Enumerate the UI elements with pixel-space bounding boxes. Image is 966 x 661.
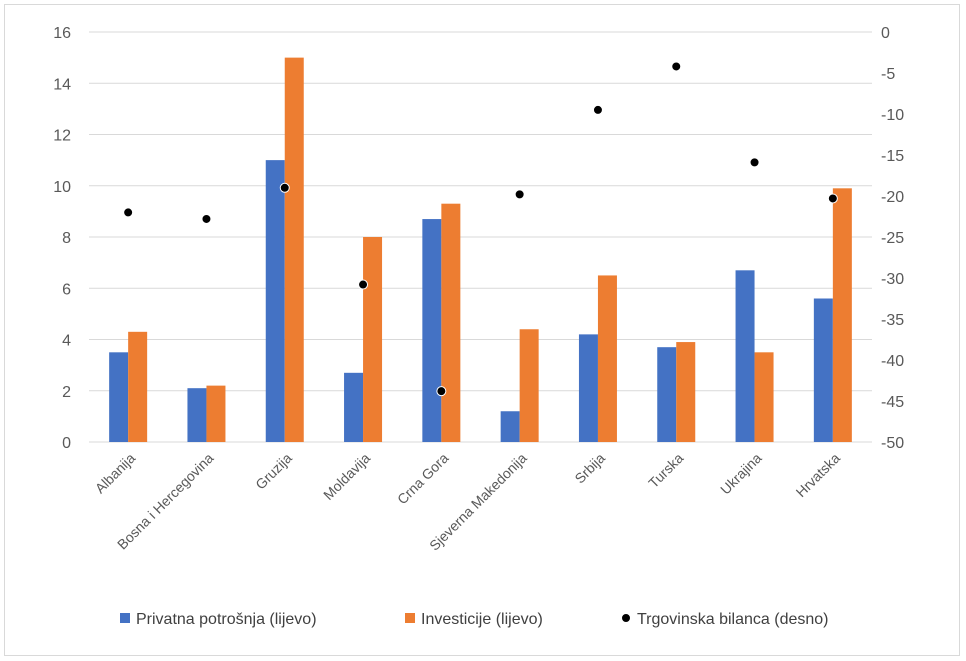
bar-privatna-potrosnja xyxy=(344,372,364,442)
left-axis-ticks: 0 2 4 6 8 10 12 14 16 xyxy=(53,25,71,452)
bar-investicije xyxy=(441,203,461,442)
chart-svg: 0 2 4 6 8 10 12 14 16 0 -5 -10 -15 -20 -25 -30 -35 -40 -4… xyxy=(53,25,904,628)
legend-label: Trgovinska bilanca (desno) xyxy=(637,611,829,628)
right-axis-tick-label: -10 xyxy=(881,107,904,124)
trade-balance-point xyxy=(514,189,525,200)
left-axis-tick-label: 2 xyxy=(62,384,71,401)
trade-balance-point xyxy=(358,279,369,290)
bar-investicije xyxy=(284,57,304,442)
bar-investicije xyxy=(206,385,226,442)
chart-frame: 0 2 4 6 8 10 12 14 16 0 -5 -10 -15 -20 -25 -30 -35 -40 -4… xyxy=(4,4,960,656)
legend-swatch xyxy=(120,613,130,623)
trade-balance-point xyxy=(201,213,212,224)
bar-privatna-potrosnja xyxy=(187,388,207,442)
legend-marker xyxy=(621,613,631,623)
right-axis-tick-label: -20 xyxy=(881,189,904,206)
bar-investicije xyxy=(832,188,852,442)
trade-balance-point xyxy=(123,207,134,218)
bar-investicije xyxy=(363,237,383,442)
right-axis-tick-label: -40 xyxy=(881,353,904,370)
bar-privatna-potrosnja xyxy=(813,298,833,442)
trade-balance-point xyxy=(671,61,682,72)
left-axis-tick-label: 10 xyxy=(53,179,71,196)
trade-balance-point xyxy=(436,386,447,397)
left-axis-tick-label: 16 xyxy=(53,25,71,42)
right-axis-tick-label: -35 xyxy=(881,312,904,329)
bar-investicije xyxy=(676,342,696,442)
category-label: Gruzija xyxy=(252,450,295,493)
left-axis-tick-label: 6 xyxy=(62,281,71,298)
trade-balance-points xyxy=(123,61,838,397)
bar-privatna-potrosnja xyxy=(657,347,677,442)
left-axis-tick-label: 4 xyxy=(62,333,71,350)
bar-privatna-potrosnja xyxy=(109,352,129,442)
trade-balance-point xyxy=(827,193,838,204)
right-axis-tick-label: -25 xyxy=(881,230,904,247)
legend-label: Investicije (lijevo) xyxy=(421,611,543,628)
right-axis-tick-label: 0 xyxy=(881,25,890,42)
bar-privatna-potrosnja xyxy=(500,411,520,442)
bar-investicije xyxy=(128,331,148,442)
trade-balance-point xyxy=(749,157,760,168)
right-axis-tick-label: -5 xyxy=(881,66,895,83)
trade-balance-point xyxy=(592,104,603,115)
right-axis-tick-label: -30 xyxy=(881,271,904,288)
bar-investicije xyxy=(754,352,774,442)
bar-investicije xyxy=(597,275,617,442)
category-label: Ukrajina xyxy=(717,450,765,498)
category-label: Turska xyxy=(645,450,686,491)
category-label: Albanija xyxy=(92,450,139,497)
bars xyxy=(109,57,852,442)
category-label: Moldavija xyxy=(320,450,373,503)
bar-privatna-potrosnja xyxy=(578,334,598,442)
category-label: Hrvatska xyxy=(793,450,844,501)
legend: Privatna potrošnja (lijevo) Investicije (… xyxy=(120,611,829,628)
left-axis-tick-label: 14 xyxy=(53,76,71,93)
left-axis-tick-label: 8 xyxy=(62,230,71,247)
right-axis-tick-label: -15 xyxy=(881,148,904,165)
right-axis-tick-label: -50 xyxy=(881,435,904,452)
bar-privatna-potrosnja xyxy=(422,219,442,442)
bar-privatna-potrosnja xyxy=(735,270,755,442)
left-axis-tick-label: 0 xyxy=(62,435,71,452)
legend-swatch xyxy=(405,613,415,623)
bar-privatna-potrosnja xyxy=(265,160,285,442)
left-axis-tick-label: 12 xyxy=(53,128,71,145)
trade-balance-point xyxy=(279,182,290,193)
category-label: Srbija xyxy=(571,450,608,487)
right-axis-ticks: 0 -5 -10 -15 -20 -25 -30 -35 -40 -45 -50 xyxy=(881,25,904,452)
bar-investicije xyxy=(519,329,539,442)
category-label: Crna Gora xyxy=(394,450,452,508)
right-axis-tick-label: -45 xyxy=(881,394,904,411)
legend-label: Privatna potrošnja (lijevo) xyxy=(136,611,317,628)
